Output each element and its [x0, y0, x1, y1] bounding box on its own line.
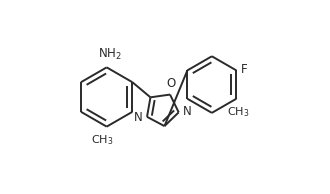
- Text: CH$_3$: CH$_3$: [227, 105, 249, 119]
- Text: F: F: [241, 63, 247, 76]
- Text: O: O: [166, 77, 175, 90]
- Text: N: N: [134, 111, 143, 124]
- Text: NH$_2$: NH$_2$: [98, 47, 121, 62]
- Text: CH$_3$: CH$_3$: [91, 133, 113, 147]
- Text: N: N: [183, 105, 192, 118]
